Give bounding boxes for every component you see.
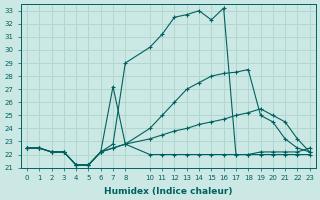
X-axis label: Humidex (Indice chaleur): Humidex (Indice chaleur)	[104, 187, 233, 196]
